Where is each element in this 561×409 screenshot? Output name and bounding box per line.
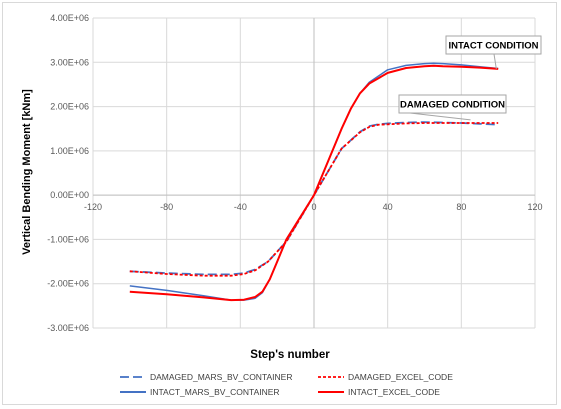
legend-label-3: INTACT_EXCEL_CODE (348, 387, 440, 397)
y-tick-label: 3.00E+06 (50, 57, 89, 67)
y-tick-label: -1.00E+06 (47, 234, 89, 244)
y-tick-label: 1.00E+06 (50, 146, 89, 156)
legend-label-0: DAMAGED_MARS_BV_CONTAINER (150, 372, 292, 382)
y-tick-label: 2.00E+06 (50, 102, 89, 112)
callout-label-1: DAMAGED CONDITION (400, 100, 505, 111)
x-tick-label: 0 (311, 202, 316, 212)
legend: DAMAGED_MARS_BV_CONTAINER DAMAGED_EXCEL_C… (120, 372, 453, 397)
tick-labels: -120 -80 -40 0 40 80 120 -3.00E+06 -2.00E+06 -1.0… (47, 13, 542, 333)
y-tick-label: 0.00E+00 (50, 190, 89, 200)
x-tick-label: -120 (84, 202, 102, 212)
series-line-damaged-mars-bv-container (129, 121, 499, 276)
x-axis-title: Step's number (250, 349, 330, 361)
callouts: INTACT CONDITION DAMAGED CONDITION (398, 35, 542, 121)
x-tick-label: -40 (234, 202, 247, 212)
callout-box-0 (445, 35, 542, 55)
data-series (129, 62, 499, 302)
y-axis-title: Vertical Bending Moment [kNm] (21, 89, 33, 255)
y-tick-label: 4.00E+06 (50, 13, 89, 23)
x-tick-label: 80 (456, 202, 466, 212)
callout-label-0: INTACT CONDITION (448, 41, 538, 52)
x-tick-label: -80 (160, 202, 173, 212)
legend-label-1: DAMAGED_EXCEL_CODE (348, 372, 453, 382)
x-tick-label: 120 (527, 202, 542, 212)
callout-leader-1 (409, 112, 471, 121)
y-tick-label: -3.00E+06 (47, 323, 89, 333)
callout-leader-0 (493, 53, 497, 70)
series-line-intact-excel-code (129, 64, 499, 302)
y-tick-label: -2.00E+06 (47, 279, 89, 289)
x-tick-label: 40 (383, 202, 393, 212)
legend-label-2: INTACT_MARS_BV_CONTAINER (150, 387, 280, 397)
callout-box-1 (398, 94, 507, 114)
